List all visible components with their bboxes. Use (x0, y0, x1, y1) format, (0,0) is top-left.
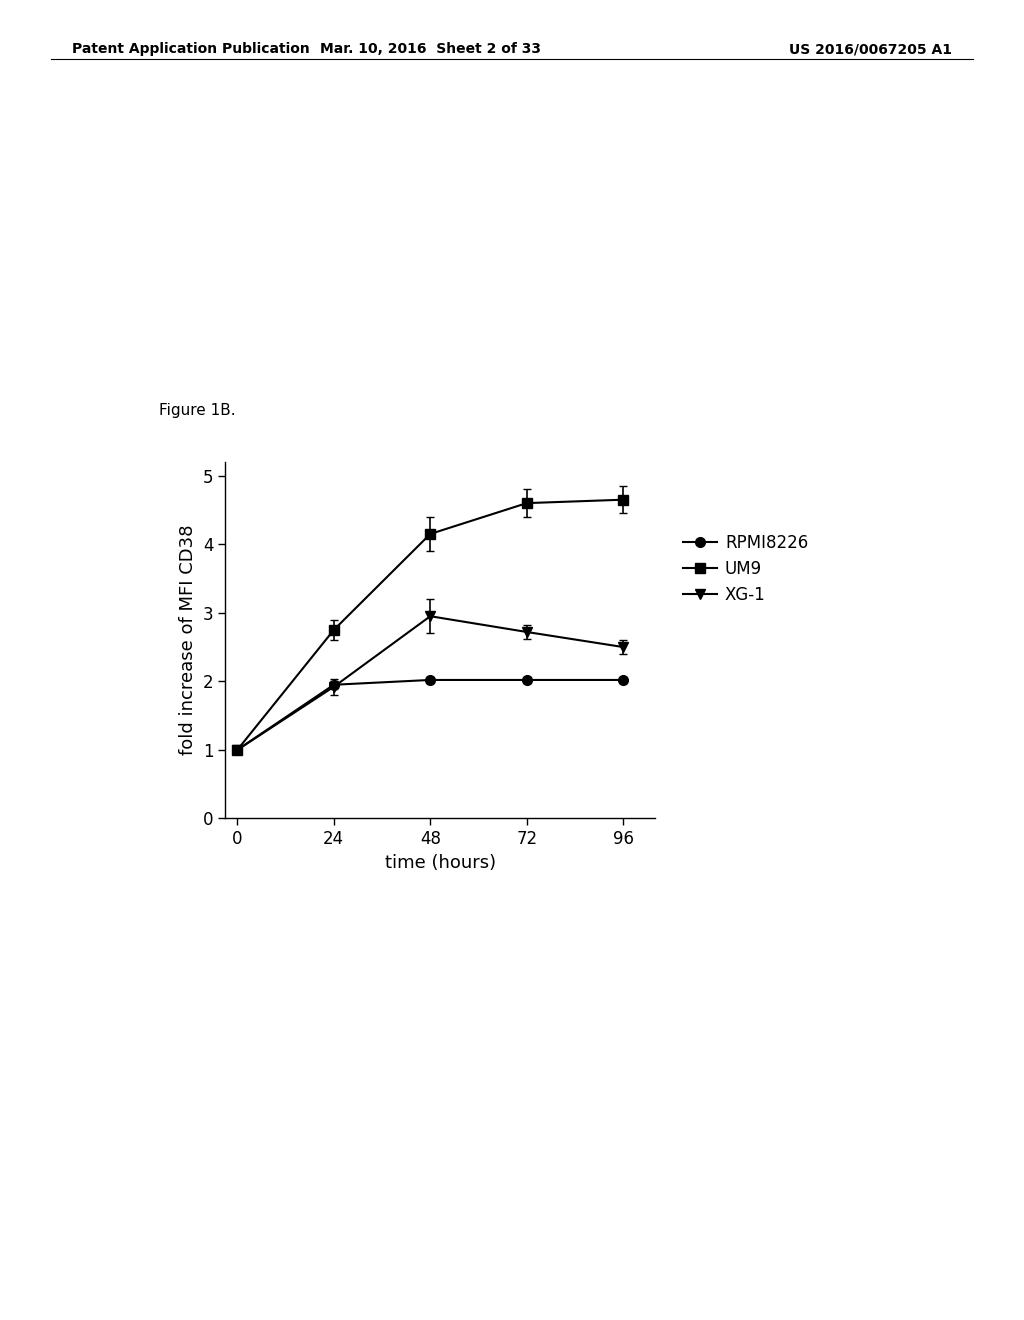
Text: Mar. 10, 2016  Sheet 2 of 33: Mar. 10, 2016 Sheet 2 of 33 (319, 42, 541, 57)
Text: US 2016/0067205 A1: US 2016/0067205 A1 (790, 42, 952, 57)
Legend: RPMI8226, UM9, XG-1: RPMI8226, UM9, XG-1 (677, 527, 815, 611)
Y-axis label: fold increase of MFI CD38: fold increase of MFI CD38 (179, 525, 198, 755)
Text: Figure 1B.: Figure 1B. (159, 403, 236, 417)
X-axis label: time (hours): time (hours) (385, 854, 496, 871)
Text: Patent Application Publication: Patent Application Publication (72, 42, 309, 57)
